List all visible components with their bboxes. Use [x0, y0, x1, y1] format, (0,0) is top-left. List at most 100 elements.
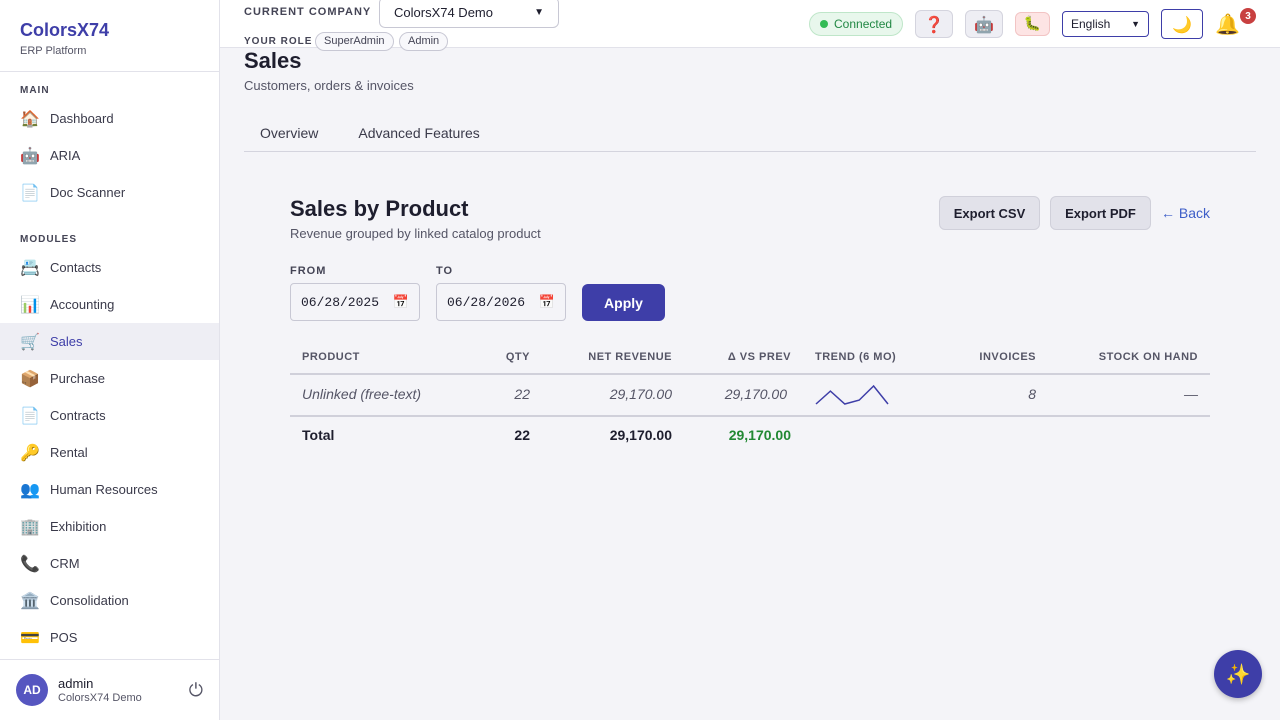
- apply-button[interactable]: Apply: [582, 284, 665, 321]
- sidebar-item-aria[interactable]: 🤖 ARIA: [0, 137, 219, 174]
- cell-stock-on-hand: —: [1184, 386, 1198, 402]
- sidebar-item-purchase[interactable]: 📦 Purchase: [0, 360, 219, 397]
- trend-line: [815, 384, 889, 405]
- language-select[interactable]: English ▼: [1062, 11, 1149, 37]
- col-net-revenue[interactable]: NET REVENUE: [588, 351, 672, 363]
- document-icon: 📄: [20, 406, 40, 425]
- cell-delta: 29,170.00: [724, 386, 787, 402]
- sidebar-item-contracts[interactable]: 📄 Contracts: [0, 397, 219, 434]
- bell-icon[interactable]: 🔔: [1215, 12, 1240, 36]
- tab-overview[interactable]: Overview: [260, 125, 319, 141]
- tab-advanced-features[interactable]: Advanced Features: [358, 125, 480, 141]
- export-pdf-button[interactable]: Export PDF: [1050, 196, 1151, 230]
- nav-section-modules: MODULES: [20, 234, 77, 245]
- classical-building-icon: 🏛️: [20, 591, 40, 610]
- role-badge-admin: Admin: [399, 32, 449, 51]
- export-csv-button[interactable]: Export CSV: [939, 196, 1040, 230]
- logout-power-icon[interactable]: ⏻: [188, 679, 203, 701]
- connection-status-label: Connected: [834, 17, 893, 31]
- col-delta-vs-prev[interactable]: Δ VS PREV: [727, 351, 791, 363]
- notification-count-badge: 3: [1240, 8, 1256, 24]
- back-link[interactable]: ← Back: [1161, 205, 1211, 221]
- topbar: CURRENT COMPANY ColorsX74 Demo ▼ YOUR RO…: [220, 0, 1280, 51]
- to-label: TO: [436, 265, 454, 277]
- document-icon: 📄: [20, 183, 40, 202]
- cell-invoices: 8: [1028, 386, 1036, 402]
- col-stock-on-hand[interactable]: STOCK ON HAND: [1098, 351, 1198, 363]
- sidebar-item-label: Sales: [50, 334, 83, 349]
- sidebar-item-label: Contracts: [50, 408, 106, 423]
- total-divider: [290, 415, 1210, 417]
- calendar-icon[interactable]: 📅: [538, 294, 555, 310]
- key-icon: 🔑: [20, 443, 40, 462]
- sidebar-item-consolidation[interactable]: 🏛️ Consolidation: [0, 582, 219, 619]
- sidebar-item-crm[interactable]: 📞 CRM: [0, 545, 219, 582]
- table-header-divider: [290, 373, 1210, 375]
- from-label: FROM: [290, 265, 327, 277]
- sidebar-item-label: Dashboard: [50, 111, 114, 126]
- package-icon: 📦: [20, 369, 40, 388]
- col-qty[interactable]: QTY: [505, 351, 530, 363]
- status-dot-icon: [820, 20, 828, 28]
- ai-sparkle-button[interactable]: ✨: [1214, 650, 1262, 698]
- bug-icon: 🐛: [1023, 16, 1042, 32]
- calendar-icon[interactable]: 📅: [392, 294, 409, 310]
- sidebar-item-label: Exhibition: [50, 519, 107, 534]
- bar-chart-icon: 📊: [20, 295, 40, 314]
- bug-report-button[interactable]: 🐛: [1015, 12, 1050, 36]
- dark-mode-toggle[interactable]: 🌙: [1161, 9, 1203, 39]
- to-date-input[interactable]: 06/28/2026 📅: [436, 283, 566, 321]
- sidebar-item-accounting[interactable]: 📊 Accounting: [0, 286, 219, 323]
- sidebar-item-label: CRM: [50, 556, 80, 571]
- total-label: Total: [302, 427, 335, 443]
- help-button[interactable]: ❓: [915, 10, 953, 38]
- sidebar-item-label: Purchase: [50, 371, 105, 386]
- page-subtitle: Customers, orders & invoices: [244, 78, 414, 93]
- from-date-value: 06/28/2025: [301, 294, 380, 310]
- sidebar-item-label: Accounting: [50, 297, 115, 312]
- home-icon: 🏠: [20, 109, 40, 128]
- sidebar-item-rental[interactable]: 🔑 Rental: [0, 434, 219, 471]
- company-select-value: ColorsX74 Demo: [394, 5, 493, 20]
- phone-icon: 📞: [20, 554, 40, 573]
- sparkles-icon: ✨: [1225, 662, 1251, 686]
- user-company: ColorsX74 Demo: [58, 692, 142, 704]
- cell-qty: 22: [514, 386, 530, 402]
- sidebar-item-exhibition[interactable]: 🏢 Exhibition: [0, 508, 219, 545]
- to-date-value: 06/28/2026: [447, 294, 526, 310]
- report-title: Sales by Product: [290, 196, 469, 221]
- assistant-button[interactable]: 🤖: [965, 10, 1003, 38]
- sidebar-item-sales[interactable]: 🛒 Sales: [0, 323, 219, 360]
- company-select[interactable]: ColorsX74 Demo ▼: [379, 0, 559, 28]
- sidebar-item-pos[interactable]: 💳 POS: [0, 619, 219, 656]
- sidebar-item-label: POS: [50, 630, 78, 645]
- card-index-icon: 📇: [20, 258, 40, 277]
- avatar[interactable]: AD: [16, 674, 48, 706]
- page-title: Sales: [244, 48, 302, 73]
- total-net-revenue: 29,170.00: [609, 427, 672, 443]
- col-invoices[interactable]: INVOICES: [979, 351, 1036, 363]
- sidebar-item-label: Doc Scanner: [50, 185, 126, 200]
- cart-icon: 🛒: [20, 332, 40, 351]
- sidebar-item-label: ARIA: [50, 148, 81, 163]
- language-select-value: English: [1071, 17, 1111, 31]
- robot-icon: 🤖: [20, 146, 40, 165]
- total-qty: 22: [514, 427, 530, 443]
- col-product[interactable]: PRODUCT: [302, 351, 360, 363]
- brand-subtitle: ERP Platform: [20, 45, 87, 57]
- cell-net-revenue: 29,170.00: [609, 386, 672, 402]
- sidebar-item-doc-scanner[interactable]: 📄 Doc Scanner: [0, 174, 219, 211]
- credit-card-icon: 💳: [20, 628, 40, 647]
- sidebar-item-label: Contacts: [50, 260, 102, 275]
- sidebar-item-label: Rental: [50, 445, 88, 460]
- question-icon: ❓: [924, 14, 944, 34]
- brand-name[interactable]: ColorsX74: [20, 20, 110, 40]
- sidebar-item-contacts[interactable]: 📇 Contacts: [0, 249, 219, 286]
- sidebar-item-dashboard[interactable]: 🏠 Dashboard: [0, 100, 219, 137]
- report-subtitle: Revenue grouped by linked catalog produc…: [290, 226, 541, 241]
- sidebar-item-label: Human Resources: [50, 482, 158, 497]
- module-nav: 📇 Contacts 📊 Accounting 🛒 Sales 📦 Purchase 📄 Cont…: [0, 249, 219, 656]
- from-date-input[interactable]: 06/28/2025 📅: [290, 283, 420, 321]
- col-trend[interactable]: TREND (6 MO): [815, 351, 897, 363]
- sidebar-item-human-resources[interactable]: 👥 Human Resources: [0, 471, 219, 508]
